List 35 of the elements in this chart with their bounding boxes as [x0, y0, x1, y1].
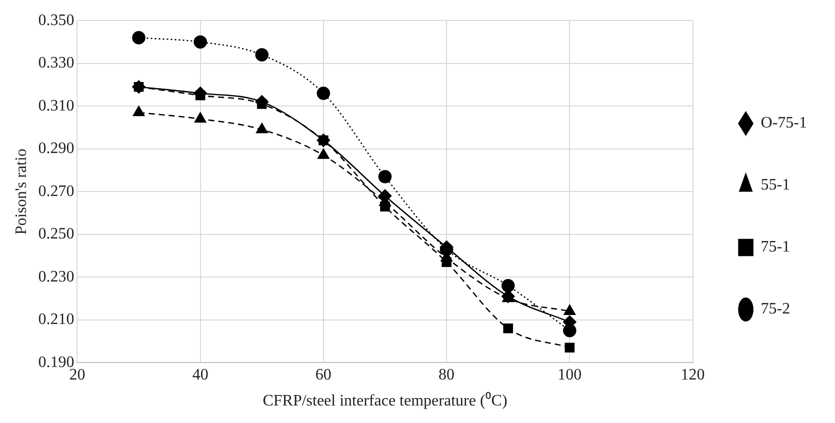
point — [255, 95, 269, 108]
legend-label: 55-1 — [760, 176, 790, 194]
y-tick-label: 0.270 — [38, 182, 74, 200]
point — [194, 112, 206, 123]
legend-label: 75-2 — [760, 300, 790, 318]
x-tick-label: 80 — [438, 366, 455, 384]
y-tick-label: 0.250 — [38, 226, 74, 243]
x-tick-label: 120 — [680, 366, 705, 384]
x-axis-title: CFRP/steel interface temperature (⁰C) — [262, 392, 508, 410]
point — [564, 342, 575, 353]
y-tick-label: 0.230 — [38, 268, 74, 286]
point — [194, 35, 207, 49]
point — [318, 148, 330, 159]
x-tick-label: 20 — [69, 366, 86, 384]
y-tick-label: 0.350 — [38, 12, 74, 29]
point — [255, 48, 269, 62]
point — [316, 86, 330, 100]
point — [503, 324, 514, 334]
point — [132, 106, 145, 116]
point — [132, 31, 146, 44]
x-tick-label: 60 — [315, 366, 332, 384]
y-tick-label: 0.310 — [38, 97, 74, 114]
point — [194, 86, 207, 100]
point — [256, 122, 268, 134]
point — [501, 279, 515, 292]
y-tick-label: 0.210 — [38, 311, 74, 328]
y-axis-title: Poison's ratio — [12, 148, 30, 235]
legend-label: O-75-1 — [760, 114, 808, 132]
y-tick-label: 0.290 — [38, 140, 74, 158]
x-tick-label: 40 — [192, 366, 208, 384]
point — [564, 304, 576, 315]
legend-label: 75-1 — [760, 238, 790, 256]
y-tick-label: 0.330 — [38, 54, 74, 72]
x-tick-label: 100 — [558, 366, 582, 384]
point — [378, 170, 392, 184]
